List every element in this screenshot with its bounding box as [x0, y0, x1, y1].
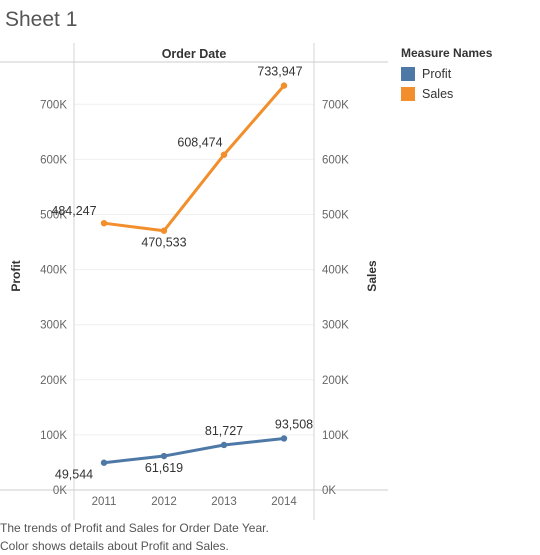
right-y-tick-label: 100K: [322, 430, 349, 442]
data-label-sales: 733,947: [257, 65, 302, 79]
left-y-tick-label: 200K: [40, 375, 67, 387]
left-y-tick-label: 700K: [40, 99, 67, 111]
data-label-sales: 484,247: [51, 204, 96, 218]
left-axis-title: Profit: [9, 260, 23, 291]
data-label-profit: 81,727: [205, 424, 243, 438]
data-point-sales: [280, 82, 288, 89]
data-label-sales: 470,533: [141, 236, 186, 250]
data-label-profit: 49,544: [55, 468, 93, 482]
x-tick-label: 2012: [151, 496, 177, 508]
left-y-tick-label: 400K: [40, 265, 67, 277]
legend-item-sales[interactable]: Sales: [401, 84, 492, 104]
right-y-tick-label: 0K: [322, 485, 336, 497]
series-line-profit: [103, 436, 285, 465]
legend-label-sales: Sales: [422, 87, 454, 101]
right-y-tick-label: 500K: [322, 210, 349, 222]
profit-swatch: [401, 67, 415, 81]
x-tick-label: 2014: [271, 496, 297, 508]
right-y-tick-label: 200K: [322, 375, 349, 387]
caption-line-2: Color shows details about Profit and Sal…: [0, 539, 229, 553]
data-point-profit: [100, 459, 108, 466]
left-y-tick-label: 600K: [40, 154, 67, 166]
left-y-tick-label: 300K: [40, 320, 67, 332]
data-label-profit: 61,619: [145, 461, 183, 475]
sheet-title: Sheet 1: [5, 8, 78, 31]
series-line-sales: [103, 84, 286, 233]
data-point-sales: [160, 227, 168, 234]
right-y-tick-label: 400K: [322, 265, 349, 277]
caption-line-1: The trends of Profit and Sales for Order…: [0, 521, 269, 535]
data-point-sales: [220, 151, 228, 158]
data-label-profit: 93,508: [275, 417, 313, 431]
legend-item-profit[interactable]: Profit: [401, 64, 492, 84]
left-y-tick-label: 100K: [40, 430, 67, 442]
legend-label-profit: Profit: [422, 67, 452, 81]
data-point-sales: [100, 219, 108, 227]
right-y-tick-label: 300K: [322, 320, 349, 332]
x-tick-label: 2013: [211, 496, 237, 508]
column-header: Order Date: [162, 47, 227, 61]
sales-swatch: [401, 87, 415, 101]
right-axis-title: Sales: [365, 260, 379, 292]
data-label-sales: 608,474: [177, 136, 222, 150]
left-y-tick-label: 0K: [53, 485, 67, 497]
right-y-tick-label: 700K: [322, 99, 349, 111]
legend: Measure Names Profit Sales: [401, 46, 492, 104]
caption: The trends of Profit and Sales for Order…: [0, 519, 269, 555]
data-point-profit: [220, 441, 228, 449]
left-y-tick-label: 500K: [40, 210, 67, 222]
data-point-profit: [280, 435, 288, 442]
x-tick-label: 2011: [92, 496, 117, 508]
right-y-tick-label: 600K: [322, 154, 349, 166]
legend-title: Measure Names: [401, 46, 493, 60]
data-point-profit: [160, 452, 168, 460]
